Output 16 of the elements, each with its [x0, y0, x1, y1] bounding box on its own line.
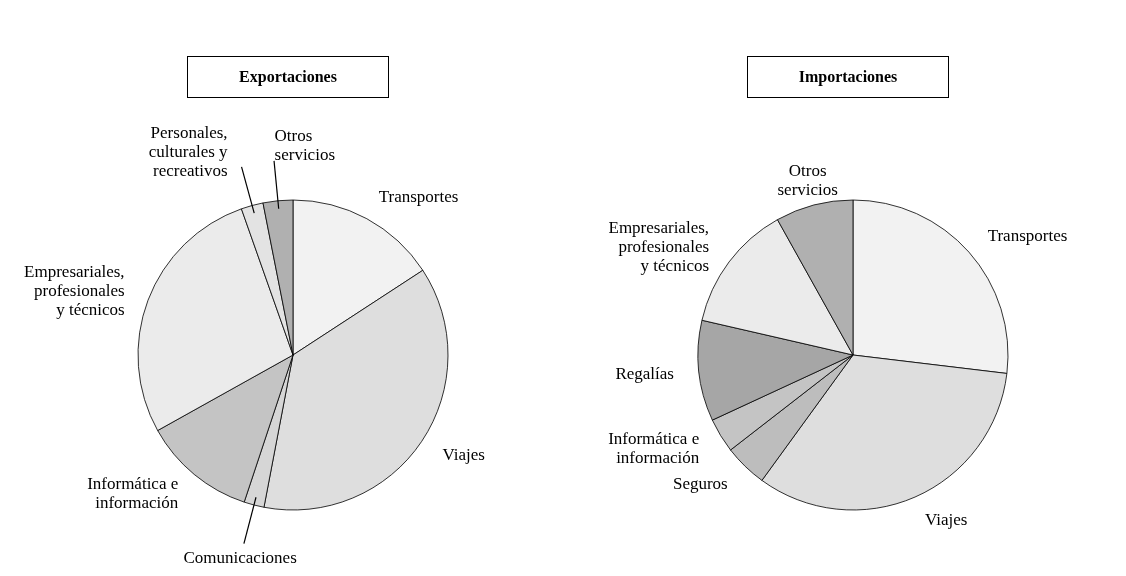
- slice-label: Transportes: [987, 225, 1068, 245]
- slice-label: Otros servicios: [274, 126, 336, 165]
- slice-label: Viajes: [925, 509, 968, 529]
- slice-label: Otros servicios: [777, 161, 838, 200]
- slice-label: Informática e información: [608, 429, 700, 468]
- slice-label: Viajes: [442, 445, 485, 465]
- slice-label: Personales, culturales y recreativos: [148, 123, 229, 181]
- chart-title: Importaciones: [747, 56, 949, 98]
- slice-label: Informática e información: [87, 474, 179, 513]
- slice-label: Regalías: [615, 363, 674, 383]
- slice-label: Seguros: [672, 474, 728, 494]
- slice-label: Comunicaciones: [183, 548, 297, 568]
- slice-label: Empresariales, profesionales y técnicos: [24, 262, 125, 320]
- slice-label: Empresariales, profesionales y técnicos: [608, 217, 710, 275]
- slice-label: Transportes: [378, 186, 459, 206]
- chart-title: Exportaciones: [187, 56, 389, 98]
